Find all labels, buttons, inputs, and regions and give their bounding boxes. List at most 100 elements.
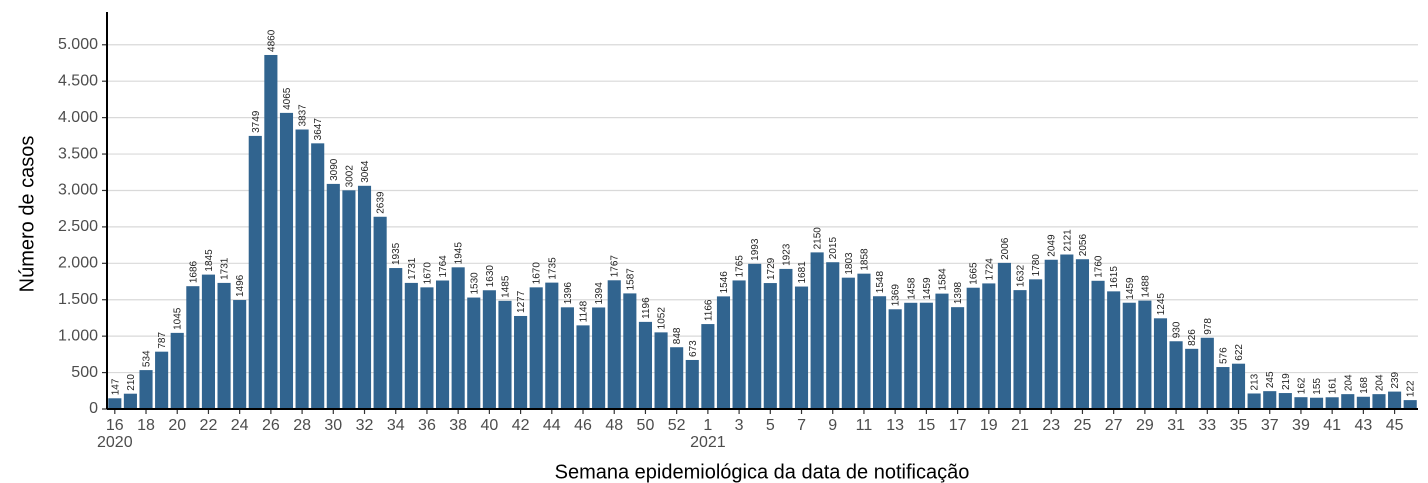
bar [919, 302, 933, 409]
bar [748, 263, 762, 409]
bar [357, 185, 372, 409]
bar [951, 307, 965, 409]
bar [1403, 400, 1417, 409]
bar [763, 283, 777, 409]
bar [311, 143, 325, 409]
value-label: 1665 [969, 262, 980, 285]
value-label: 1166 [703, 299, 714, 321]
bar [560, 307, 574, 409]
x-tick-label: 37 [1261, 417, 1279, 434]
x-tick-label: 28 [293, 417, 311, 434]
value-label: 1630 [485, 265, 496, 288]
x-tick-label: 39 [1292, 417, 1310, 434]
bar [732, 280, 746, 409]
x-tick-label: 30 [324, 417, 342, 434]
x-tick-label: 32 [356, 417, 374, 434]
value-label: 219 [1281, 373, 1292, 390]
value-label: 1760 [1094, 255, 1105, 278]
value-label: 1485 [500, 275, 511, 298]
bar [1122, 302, 1136, 409]
value-label: 2056 [1078, 234, 1089, 257]
x-tick-label: 19 [980, 417, 998, 434]
bar [1153, 318, 1168, 409]
x-tick-label: 13 [886, 417, 904, 434]
value-label: 3090 [329, 158, 340, 181]
x-tick-label: 3 [735, 417, 744, 434]
value-label: 1045 [173, 307, 184, 330]
value-label: 239 [1390, 371, 1401, 388]
bar [794, 286, 809, 409]
bar [1169, 341, 1183, 409]
value-label: 576 [1218, 347, 1229, 364]
x-tick-label: 50 [637, 417, 655, 434]
value-label: 622 [1234, 344, 1245, 361]
bar [1091, 280, 1105, 409]
value-label: 930 [1172, 321, 1183, 338]
value-label: 1530 [469, 272, 480, 295]
value-label: 1458 [906, 277, 917, 300]
value-label: 147 [110, 378, 121, 395]
y-tick-label: 3.000 [58, 182, 98, 199]
value-label: 1845 [204, 249, 215, 272]
x-tick-label: 27 [1105, 417, 1123, 434]
bar [108, 398, 122, 409]
bar [857, 273, 871, 409]
value-label: 245 [1265, 371, 1276, 388]
value-label: 4860 [266, 29, 277, 52]
y-tick-label: 500 [71, 364, 98, 381]
bar [810, 252, 824, 409]
value-label: 1993 [750, 238, 761, 261]
value-label: 213 [1250, 373, 1261, 390]
value-label: 1396 [563, 282, 574, 305]
bar [1278, 393, 1292, 409]
bar [170, 332, 184, 409]
x-tick-label: 31 [1167, 417, 1185, 434]
value-label: 826 [1187, 329, 1198, 346]
x-tick-label: 45 [1386, 417, 1404, 434]
x-tick-label: 1 2021 [690, 417, 726, 451]
value-label: 978 [1203, 318, 1214, 335]
bar [186, 286, 200, 409]
value-label: 2015 [828, 237, 839, 260]
x-tick-label: 48 [605, 417, 623, 434]
x-tick-label: 43 [1354, 417, 1372, 434]
bar [1325, 397, 1339, 409]
value-label: 2639 [376, 191, 387, 214]
x-tick-label: 29 [1136, 417, 1154, 434]
bar [638, 321, 653, 409]
bar [1075, 259, 1090, 409]
x-tick-label: 38 [449, 417, 467, 434]
bar [139, 370, 153, 409]
bar [1341, 394, 1355, 409]
x-tick-label: 15 [917, 417, 935, 434]
bar [342, 190, 356, 409]
x-tick-label: 44 [543, 417, 561, 434]
bar [529, 287, 543, 409]
bar [1216, 367, 1230, 409]
y-tick-label: 0 [89, 400, 98, 417]
value-label: 1548 [875, 271, 886, 294]
bar [514, 315, 528, 409]
value-label: 1735 [547, 257, 558, 280]
bar [1138, 300, 1152, 409]
bar [997, 262, 1011, 409]
value-label: 1148 [579, 300, 590, 322]
bar [1388, 391, 1402, 409]
value-label: 2121 [1062, 229, 1073, 252]
value-label: 1780 [1031, 254, 1042, 277]
value-label: 1052 [657, 307, 668, 330]
value-label: 1587 [625, 268, 636, 291]
bar [1372, 394, 1386, 409]
bar [826, 262, 840, 409]
bar [1185, 348, 1199, 409]
bar [670, 347, 684, 409]
y-tick-label: 1.500 [58, 291, 98, 308]
bar [123, 393, 137, 409]
value-label: 162 [1296, 377, 1307, 394]
value-label: 2006 [1000, 237, 1011, 260]
bar [295, 129, 309, 409]
bar [420, 287, 434, 409]
value-label: 1670 [422, 262, 433, 285]
x-tick-label: 9 [828, 417, 837, 434]
